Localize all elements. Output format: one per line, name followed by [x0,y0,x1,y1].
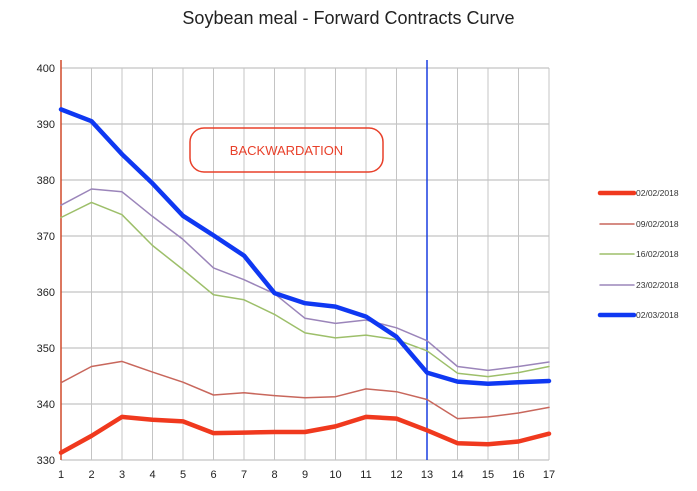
x-tick-label: 15 [482,469,494,481]
series-lines [58,107,552,455]
legend-label: 02/03/2018 [636,310,679,320]
x-tick-label: 6 [210,469,216,481]
x-tick-label: 9 [302,469,308,481]
x-tick-label: 8 [271,469,277,481]
series-line [60,360,550,420]
x-tick-label: 13 [421,469,433,481]
x-tick-label: 11 [360,469,371,481]
annotation-frame [189,127,384,173]
y-tick-label: 350 [37,343,55,355]
y-tick-label: 370 [37,231,55,243]
x-tick-label: 4 [149,469,155,481]
y-axis-ticks: 330 340 350 360 370 380 390 400 [37,63,55,467]
x-tick-label: 5 [180,469,186,481]
series-line [60,201,550,378]
x-tick-label: 16 [512,469,524,481]
x-tick-label: 1 [58,469,64,481]
annotation-box: BACKWARDATION [189,127,384,173]
vertical-markers [60,60,428,460]
legend-label: 16/02/2018 [636,249,679,259]
x-tick-label: 14 [451,469,463,481]
annotation-label: BACKWARDATION [230,143,343,158]
y-tick-label: 390 [37,119,55,131]
series-line [60,188,550,372]
legend: 02/02/2018 09/02/2018 16/02/2018 23/02/2018… [597,188,679,320]
gridlines [60,67,550,461]
legend-label: 02/02/2018 [636,188,679,198]
y-tick-label: 380 [37,175,55,187]
series-line [58,414,552,455]
y-tick-label: 360 [37,287,55,299]
x-tick-label: 7 [241,469,247,481]
x-tick-label: 3 [119,469,125,481]
y-tick-label: 400 [37,63,55,75]
x-tick-label: 2 [88,469,94,481]
x-tick-label: 12 [390,469,402,481]
x-tick-label: 17 [543,469,555,481]
x-axis-ticks: 1 2 3 4 5 6 7 8 9 10 11 12 13 14 15 16 17 [58,469,555,481]
y-tick-label: 330 [37,455,55,467]
x-tick-label: 10 [329,469,341,481]
y-tick-label: 340 [37,399,55,411]
legend-label: 23/02/2018 [636,280,679,290]
chart-title: Soybean meal - Forward Contracts Curve [182,8,515,28]
legend-label: 09/02/2018 [636,219,679,229]
series-line [58,107,552,387]
